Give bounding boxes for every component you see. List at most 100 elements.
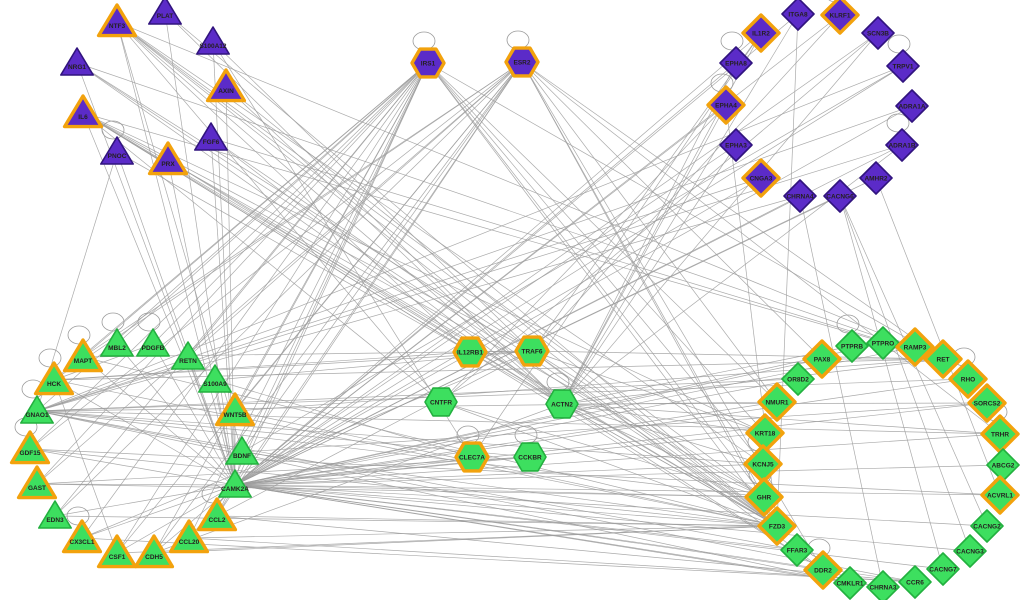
diamond-shape-RHO[interactable] bbox=[948, 359, 988, 399]
triangle-shape-PLAT[interactable] bbox=[148, 0, 182, 25]
triangle-shape-CX3CL1[interactable] bbox=[61, 519, 103, 554]
node-MBL2[interactable]: MBL2 bbox=[100, 328, 134, 357]
node-ACVRL1[interactable]: ACVRL1 bbox=[980, 475, 1020, 515]
node-CHRNA3[interactable]: CHRNA3 bbox=[866, 570, 900, 600]
diamond-shape-CACNG3[interactable] bbox=[953, 534, 987, 568]
node-ABCG2[interactable]: ABCG2 bbox=[986, 448, 1020, 482]
diamond-shape-PTPRO[interactable] bbox=[866, 326, 900, 360]
diamond-shape-EPHA4[interactable] bbox=[706, 85, 746, 125]
diamond-shape-ADRA1A[interactable] bbox=[895, 89, 929, 123]
triangle-shape-MBL2[interactable] bbox=[100, 328, 134, 357]
diamond-shape-PTPRB[interactable] bbox=[835, 329, 869, 363]
node-CNGA3[interactable]: CNGA3 bbox=[741, 158, 781, 198]
diamond-shape-CHRNA3[interactable] bbox=[866, 570, 900, 600]
triangle-shape-NRG1[interactable] bbox=[59, 47, 94, 76]
triangle-shape-AXIN[interactable] bbox=[205, 68, 247, 103]
diamond-shape-DDR2[interactable] bbox=[803, 550, 843, 590]
node-S100A12[interactable]: S100A12 bbox=[196, 26, 230, 55]
node-ACTN2[interactable]: ACTN2 bbox=[545, 389, 579, 419]
node-EPHA4[interactable]: EPHA4 bbox=[706, 85, 746, 125]
diamond-shape-EPHA3[interactable] bbox=[719, 128, 753, 162]
triangle-shape-GDF15[interactable] bbox=[9, 430, 51, 465]
hexagon-shape-TRAF6[interactable] bbox=[514, 335, 550, 367]
diamond-shape-CCR6[interactable] bbox=[898, 565, 932, 599]
diamond-shape-NMUR1[interactable] bbox=[757, 382, 797, 422]
node-ITGA8[interactable]: ITGA8 bbox=[781, 0, 815, 31]
triangle-shape-PRX[interactable] bbox=[147, 141, 189, 176]
hexagon-shape-CCKBR[interactable] bbox=[513, 442, 547, 472]
triangle-shape-S100A9[interactable] bbox=[198, 364, 232, 393]
triangle-shape-FGF6[interactable] bbox=[194, 122, 228, 151]
node-GNAO1[interactable]: GNAO1 bbox=[19, 395, 55, 424]
node-KLRF1[interactable]: KLRF1 bbox=[820, 0, 860, 35]
triangle-shape-EDN3[interactable] bbox=[37, 500, 72, 529]
diamond-shape-FZD3[interactable] bbox=[757, 506, 797, 546]
node-FGF6[interactable]: FGF6 bbox=[194, 122, 228, 151]
diamond-shape-KLRF1[interactable] bbox=[820, 0, 860, 35]
hexagon-shape-ACTN2[interactable] bbox=[545, 389, 579, 419]
diamond-shape-ACVRL1[interactable] bbox=[980, 475, 1020, 515]
node-CACNG7[interactable]: CACNG7 bbox=[926, 552, 960, 586]
node-NRG1[interactable]: NRG1 bbox=[59, 47, 94, 76]
diamond-shape-CACNG7[interactable] bbox=[926, 552, 960, 586]
node-PLAT[interactable]: PLAT bbox=[148, 0, 182, 25]
node-OR8D2[interactable]: OR8D2 bbox=[781, 362, 815, 396]
diamond-shape-PAX8[interactable] bbox=[802, 339, 842, 379]
triangle-shape-CDH5[interactable] bbox=[133, 534, 175, 569]
triangle-shape-MAPT[interactable] bbox=[62, 338, 104, 373]
diamond-shape-GHR[interactable] bbox=[744, 477, 784, 517]
diamond-shape-CACNG6[interactable] bbox=[823, 179, 857, 213]
diamond-shape-SORCS2[interactable] bbox=[967, 383, 1007, 423]
hexagon-shape-IRS1[interactable] bbox=[410, 47, 446, 79]
diamond-shape-SCN3B[interactable] bbox=[861, 16, 895, 50]
node-IL12RB1[interactable]: IL12RB1 bbox=[452, 336, 488, 368]
triangle-shape-HCK[interactable] bbox=[33, 361, 75, 396]
diamond-shape-ABCG2[interactable] bbox=[986, 448, 1020, 482]
triangle-shape-RETN[interactable] bbox=[171, 341, 205, 370]
node-CACNG2[interactable]: CACNG2 bbox=[970, 509, 1004, 543]
node-ESR2[interactable]: ESR2 bbox=[504, 46, 540, 78]
node-CACNG6[interactable]: CACNG6 bbox=[823, 179, 857, 213]
triangle-shape-GAST[interactable] bbox=[16, 465, 58, 500]
node-CCR6[interactable]: CCR6 bbox=[898, 565, 932, 599]
diamond-shape-OR8D2[interactable] bbox=[781, 362, 815, 396]
diamond-shape-IL1R2[interactable] bbox=[741, 13, 781, 53]
node-CCL2[interactable]: CCL2 bbox=[196, 497, 238, 532]
node-CCKBR[interactable]: CCKBR bbox=[513, 442, 547, 472]
diamond-shape-ITGA8[interactable] bbox=[781, 0, 815, 31]
diamond-shape-EPHA8[interactable] bbox=[719, 46, 753, 80]
node-AMHR2[interactable]: AMHR2 bbox=[859, 161, 893, 195]
diamond-shape-ADRA1B[interactable] bbox=[885, 128, 919, 162]
diamond-shape-KCNJ5[interactable] bbox=[743, 444, 783, 484]
node-PRX[interactable]: PRX bbox=[147, 141, 189, 176]
diamond-shape-RET[interactable] bbox=[923, 339, 963, 379]
node-PTPRO[interactable]: PTPRO bbox=[866, 326, 900, 360]
triangle-shape-PNOC[interactable] bbox=[100, 136, 134, 165]
triangle-shape-CCL20[interactable] bbox=[168, 519, 210, 554]
hexagon-shape-ESR2[interactable] bbox=[504, 46, 540, 78]
hexagon-shape-CNTFR[interactable] bbox=[424, 387, 458, 417]
node-GAST[interactable]: GAST bbox=[16, 465, 58, 500]
triangle-shape-CCL2[interactable] bbox=[196, 497, 238, 532]
node-CHRNA4[interactable]: CHRNA4 bbox=[783, 179, 817, 213]
triangle-shape-BDNF[interactable] bbox=[225, 436, 260, 465]
diamond-shape-CNGA3[interactable] bbox=[741, 158, 781, 198]
node-IL1R2[interactable]: IL1R2 bbox=[741, 13, 781, 53]
hexagon-shape-CLEC7A[interactable] bbox=[454, 441, 490, 473]
node-CNTFR[interactable]: CNTFR bbox=[424, 387, 458, 417]
triangle-shape-CSF1[interactable] bbox=[96, 534, 138, 569]
diamond-shape-CACNG2[interactable] bbox=[970, 509, 1004, 543]
node-ADRA1A[interactable]: ADRA1A bbox=[895, 89, 929, 123]
node-TRPV1[interactable]: TRPV1 bbox=[886, 49, 920, 83]
node-KCNJ5[interactable]: KCNJ5 bbox=[743, 444, 783, 484]
node-EPHA3[interactable]: EPHA3 bbox=[719, 128, 753, 162]
diamond-shape-FFAR3[interactable] bbox=[780, 533, 814, 567]
diamond-shape-CMKLR1[interactable] bbox=[833, 566, 867, 600]
diamond-shape-AMHR2[interactable] bbox=[859, 161, 893, 195]
triangle-shape-S100A12[interactable] bbox=[196, 26, 230, 55]
node-CLEC7A[interactable]: CLEC7A bbox=[454, 441, 490, 473]
node-TRAF6[interactable]: TRAF6 bbox=[514, 335, 550, 367]
diamond-shape-CHRNA4[interactable] bbox=[783, 179, 817, 213]
diamond-shape-RAMP3[interactable] bbox=[895, 327, 935, 367]
triangle-shape-WNT5B[interactable] bbox=[214, 392, 256, 427]
